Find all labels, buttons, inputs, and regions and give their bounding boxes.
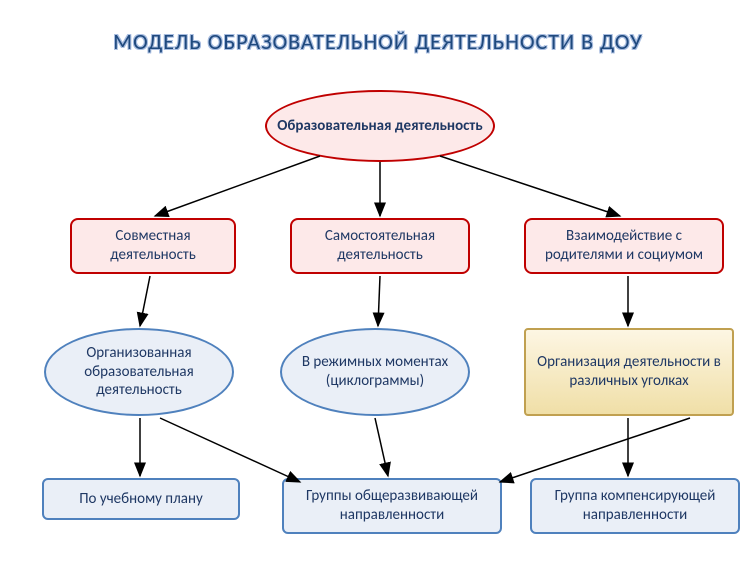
arrow-9 — [500, 418, 690, 482]
arrow-7 — [375, 418, 388, 476]
node-curriculum: По учебному плану — [42, 478, 240, 520]
node-compensating: Группа компенсирующей направленности — [530, 478, 740, 534]
node-organized: Организованная образовательная деятельно… — [44, 328, 234, 416]
arrow-10 — [160, 418, 300, 482]
arrow-0 — [155, 156, 320, 216]
node-general_groups: Группы общеразвивающей направленности — [282, 478, 502, 534]
arrow-2 — [440, 156, 620, 216]
arrow-3 — [140, 276, 150, 326]
page-title: МОДЕЛЬ ОБРАЗОВАТЕЛЬНОЙ ДЕЯТЕЛЬНОСТИ В ДО… — [0, 0, 756, 55]
node-joint: Совместная деятельность — [70, 218, 236, 274]
node-root: Образовательная деятельность — [265, 90, 495, 162]
node-org_corners: Организация деятельности в различных уго… — [524, 328, 734, 416]
node-parents: Взаимодействие с родителями и социумом — [524, 218, 724, 274]
arrow-4 — [378, 276, 380, 326]
node-regime: В режимных моментах (циклограммы) — [280, 328, 470, 416]
node-independent: Самостоятельная деятельность — [290, 218, 470, 274]
